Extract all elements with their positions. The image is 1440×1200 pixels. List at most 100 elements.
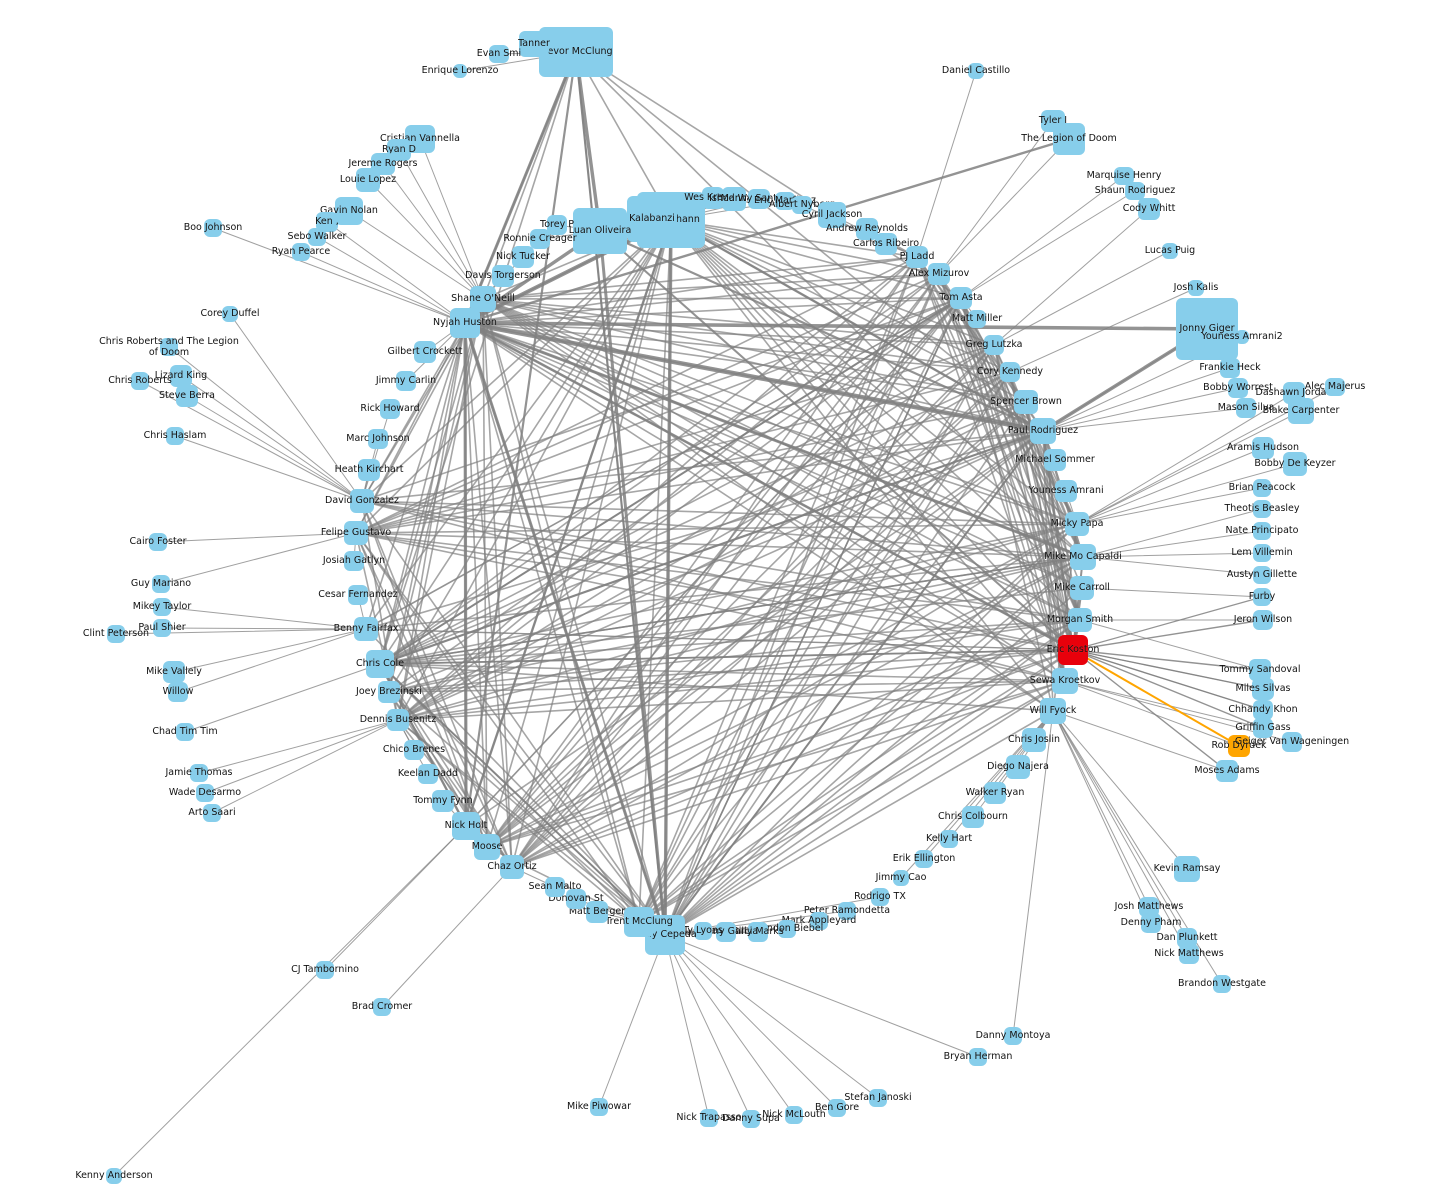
graph-node[interactable] bbox=[366, 650, 394, 678]
graph-node[interactable] bbox=[530, 229, 550, 249]
graph-node[interactable] bbox=[915, 850, 933, 868]
graph-node[interactable] bbox=[1114, 167, 1134, 185]
graph-node[interactable] bbox=[566, 889, 586, 909]
graph-node[interactable] bbox=[1188, 280, 1204, 296]
graph-node[interactable] bbox=[573, 208, 627, 254]
graph-node[interactable] bbox=[153, 598, 171, 616]
graph-node[interactable] bbox=[1004, 1027, 1022, 1045]
graph-node[interactable] bbox=[968, 310, 986, 328]
graph-node[interactable] bbox=[149, 533, 167, 551]
graph-node[interactable] bbox=[818, 202, 846, 228]
graph-node[interactable] bbox=[387, 709, 409, 731]
graph-node[interactable] bbox=[396, 371, 416, 391]
graph-node[interactable] bbox=[368, 429, 388, 449]
graph-node[interactable] bbox=[856, 218, 878, 240]
graph-node[interactable] bbox=[1253, 522, 1271, 540]
graph-node[interactable] bbox=[875, 233, 897, 255]
graph-node[interactable] bbox=[742, 1110, 760, 1128]
graph-node[interactable] bbox=[1253, 544, 1271, 562]
graph-node[interactable] bbox=[722, 187, 746, 211]
graph-node[interactable] bbox=[547, 215, 567, 235]
graph-node[interactable] bbox=[492, 265, 514, 287]
graph-node[interactable] bbox=[190, 764, 208, 782]
graph-node[interactable] bbox=[1253, 588, 1271, 606]
graph-node[interactable] bbox=[702, 187, 724, 209]
graph-node[interactable] bbox=[1162, 243, 1178, 259]
graph-node[interactable] bbox=[969, 1048, 987, 1066]
graph-node[interactable] bbox=[1213, 975, 1231, 993]
graph-node[interactable] bbox=[1006, 755, 1030, 779]
graph-node[interactable] bbox=[810, 912, 828, 930]
graph-node[interactable] bbox=[906, 246, 928, 268]
graph-node[interactable] bbox=[586, 901, 608, 923]
graph-node[interactable] bbox=[716, 922, 736, 942]
graph-node[interactable] bbox=[168, 682, 188, 702]
graph-node[interactable] bbox=[1141, 913, 1161, 933]
graph-node[interactable] bbox=[418, 764, 438, 784]
graph-node[interactable] bbox=[984, 782, 1006, 804]
graph-node[interactable] bbox=[1283, 452, 1307, 476]
graph-node[interactable] bbox=[106, 1168, 122, 1184]
graph-node[interactable] bbox=[1053, 123, 1085, 155]
graph-node[interactable] bbox=[1220, 358, 1240, 378]
graph-node[interactable] bbox=[335, 197, 363, 225]
graph-node[interactable] bbox=[869, 1089, 887, 1107]
graph-node[interactable] bbox=[1253, 479, 1271, 497]
graph-node[interactable] bbox=[474, 834, 500, 860]
graph-node[interactable] bbox=[838, 902, 856, 920]
graph-node[interactable] bbox=[778, 920, 796, 938]
graph-node[interactable] bbox=[792, 196, 812, 214]
graph-node[interactable] bbox=[160, 338, 178, 356]
graph-node[interactable] bbox=[627, 196, 677, 242]
graph-node[interactable] bbox=[1052, 668, 1078, 694]
graph-node[interactable] bbox=[1249, 659, 1271, 681]
graph-node[interactable] bbox=[452, 812, 480, 840]
graph-node[interactable] bbox=[1253, 566, 1271, 584]
graph-node[interactable] bbox=[348, 585, 368, 605]
graph-node[interactable] bbox=[453, 64, 467, 78]
graph-node[interactable] bbox=[500, 855, 524, 879]
graph-node[interactable] bbox=[1125, 182, 1145, 200]
graph-node[interactable] bbox=[1044, 449, 1066, 471]
graph-node[interactable] bbox=[1068, 608, 1092, 632]
graph-node[interactable] bbox=[1236, 398, 1256, 418]
graph-node[interactable] bbox=[1014, 390, 1038, 414]
graph-node[interactable] bbox=[163, 661, 185, 683]
graph-node[interactable] bbox=[344, 521, 368, 545]
graph-node[interactable] bbox=[519, 31, 549, 57]
graph-node[interactable] bbox=[176, 385, 198, 407]
graph-node[interactable] bbox=[545, 877, 565, 897]
graph-node[interactable] bbox=[380, 399, 400, 419]
graph-node[interactable] bbox=[893, 870, 909, 886]
graph-node[interactable] bbox=[512, 246, 534, 268]
graph-node[interactable] bbox=[358, 459, 380, 481]
graph-node[interactable] bbox=[1179, 944, 1199, 964]
graph-node[interactable] bbox=[1228, 735, 1250, 757]
graph-node[interactable] bbox=[1253, 500, 1271, 518]
graph-node[interactable] bbox=[928, 263, 950, 285]
graph-node[interactable] bbox=[700, 1109, 718, 1127]
graph-node[interactable] bbox=[316, 961, 334, 979]
graph-node[interactable] bbox=[940, 830, 958, 848]
graph-node[interactable] bbox=[1055, 480, 1077, 502]
graph-node[interactable] bbox=[432, 790, 454, 812]
graph-node[interactable] bbox=[1253, 610, 1273, 630]
graph-node[interactable] bbox=[166, 427, 184, 445]
graph-node[interactable] bbox=[450, 308, 480, 338]
graph-node[interactable] bbox=[153, 619, 171, 637]
graph-node[interactable] bbox=[308, 228, 326, 246]
graph-node[interactable] bbox=[1235, 330, 1249, 344]
graph-node[interactable] bbox=[176, 723, 194, 741]
graph-node[interactable] bbox=[373, 998, 391, 1016]
graph-node[interactable] bbox=[1253, 718, 1273, 738]
graph-node[interactable] bbox=[152, 575, 170, 593]
graph-node[interactable] bbox=[354, 617, 378, 641]
graph-node[interactable] bbox=[1000, 362, 1020, 382]
graph-node[interactable] bbox=[539, 27, 613, 77]
graph-node[interactable] bbox=[694, 922, 712, 940]
graph-node[interactable] bbox=[775, 192, 795, 210]
graph-node[interactable] bbox=[950, 287, 972, 309]
graph-node[interactable] bbox=[1022, 728, 1046, 752]
graph-node[interactable] bbox=[1325, 378, 1345, 396]
